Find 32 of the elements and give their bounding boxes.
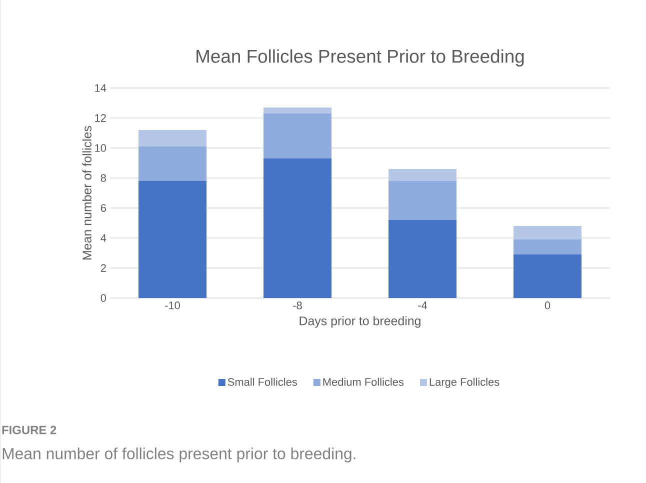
bar [264,113,332,158]
legend-label: Large Follicles [430,378,500,388]
bar [264,158,332,298]
bar [514,240,582,254]
text: Mean number of follicles present prior to breeding. [2,448,356,462]
bar [264,107,332,114]
x-axis-title: Days prior to breeding [300,316,420,328]
bar [388,181,457,220]
bar [388,220,457,298]
y-tick-label: 6 [100,204,106,212]
bar [138,146,207,181]
y-tick-label: 2 [100,264,106,272]
x-tick-label: 0 [544,302,550,310]
y-tick-label: 0 [100,294,106,302]
y-tick-label: 10 [95,144,106,152]
legend-label: Medium Follicles [323,378,404,386]
y-tick-label: 12 [95,114,106,122]
y-axis-title: Mean number of follicles [82,126,92,260]
x-tick-label: -10 [165,302,180,310]
y-tick-label: 8 [100,174,106,182]
bar [138,130,207,146]
bar [138,181,207,298]
bar [514,254,582,298]
x-tick-label: -8 [293,302,302,310]
y-tick-label: 4 [100,234,106,242]
caption: FIGURE 2 [2,426,56,434]
chart-title: Mean Follicles Present Prior to Breeding [196,49,524,67]
y-tick-label: 14 [95,84,106,92]
x-tick-label: -4 [418,302,428,310]
bar [388,169,457,181]
bar [514,226,582,240]
legend-label: Small Follicles [228,378,297,386]
